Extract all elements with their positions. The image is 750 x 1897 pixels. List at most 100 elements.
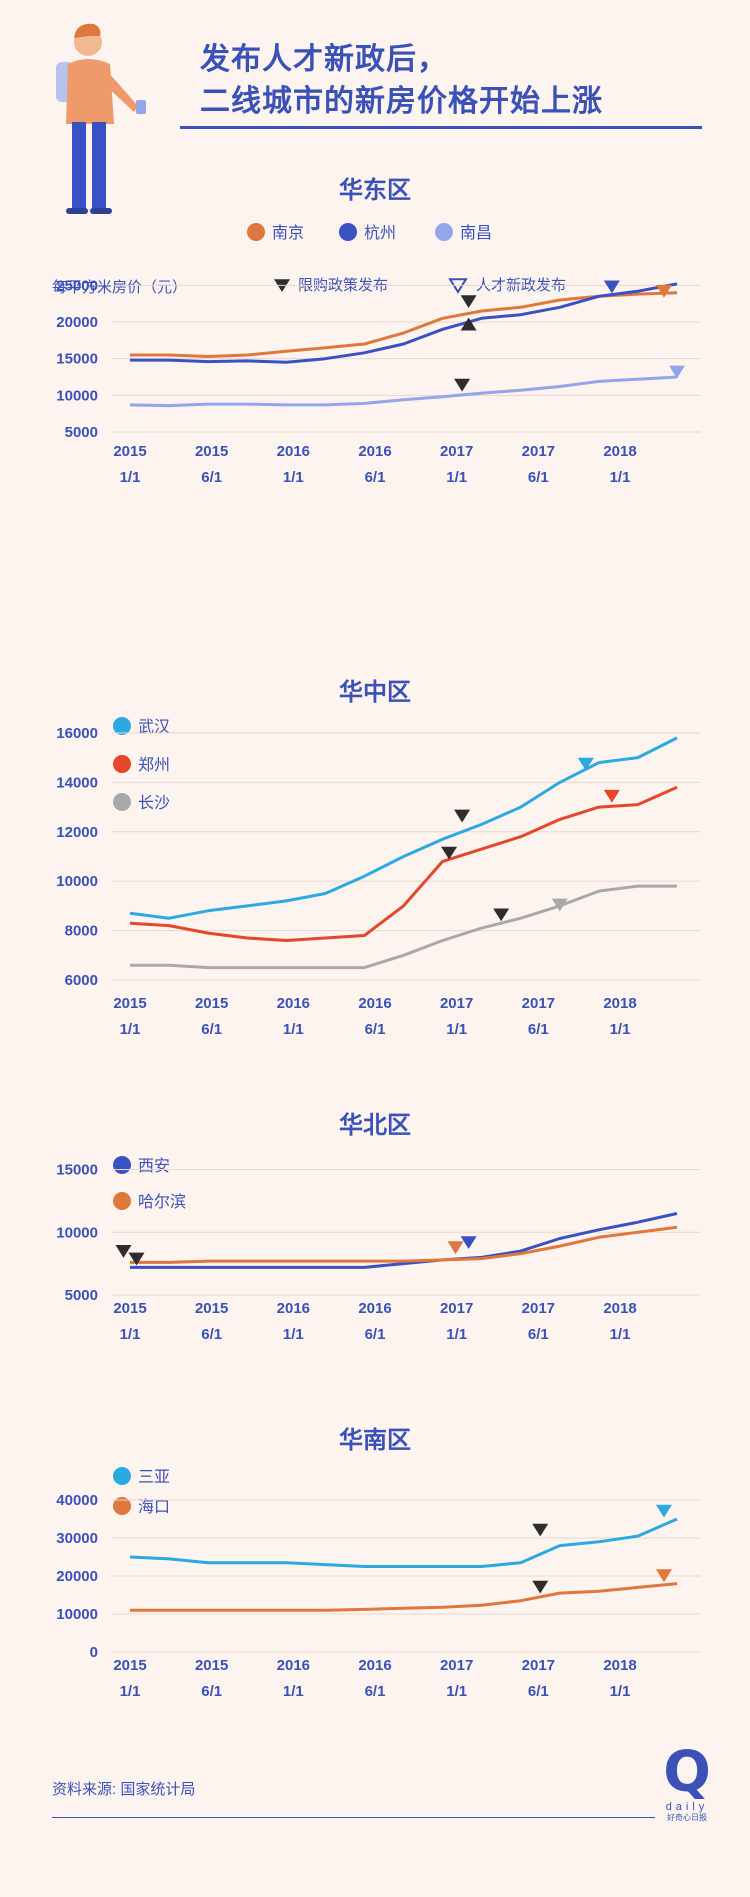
x-tick-label-date: 6/1 bbox=[201, 469, 222, 486]
torso-shape bbox=[66, 59, 114, 124]
talent-marker bbox=[577, 757, 594, 771]
x-tick-label-date: 6/1 bbox=[528, 1326, 549, 1343]
legend-swatch bbox=[113, 1192, 131, 1210]
restriction-marker bbox=[532, 1523, 549, 1537]
x-tick-label-year: 2016 bbox=[277, 443, 310, 460]
x-tick-label-date: 1/1 bbox=[283, 469, 304, 486]
x-tick-label-year: 2016 bbox=[277, 995, 310, 1012]
y-tick-label: 10000 bbox=[56, 1606, 98, 1623]
x-tick-label-date: 6/1 bbox=[528, 1683, 549, 1700]
phone-icon bbox=[136, 100, 146, 114]
legend-label: 南昌 bbox=[460, 224, 492, 242]
x-tick-label-date: 1/1 bbox=[446, 1326, 467, 1343]
x-tick-label-date: 1/1 bbox=[610, 1021, 631, 1038]
legend-label: 南京 bbox=[272, 224, 304, 242]
person-illustration bbox=[56, 23, 146, 214]
chart-south: 华南区 三亚 海口 0 10000 20000 30000 40000 2015 1/1 2015 6… bbox=[0, 1420, 750, 1720]
x-tick-label-date: 1/1 bbox=[120, 469, 141, 486]
x-tick-label-date: 6/1 bbox=[365, 1326, 386, 1343]
legend-swatch bbox=[113, 755, 131, 773]
arm-shape bbox=[104, 72, 138, 112]
source-note: 资料来源: 国家统计局 bbox=[52, 1781, 196, 1798]
y-tick-label: 12000 bbox=[56, 824, 98, 841]
legend-swatch bbox=[247, 223, 265, 241]
talent-marker bbox=[447, 1241, 464, 1255]
x-tick-label-date: 6/1 bbox=[201, 1021, 222, 1038]
y-tick-label: 5000 bbox=[65, 424, 98, 441]
legend-label: 郑州 bbox=[138, 756, 170, 774]
x-tick-label-date: 1/1 bbox=[610, 1683, 631, 1700]
chart-title: 华南区 bbox=[339, 1426, 411, 1454]
x-tick-label-date: 1/1 bbox=[120, 1683, 141, 1700]
x-tick-label-year: 2015 bbox=[113, 995, 146, 1012]
x-tick-label-year: 2016 bbox=[277, 1657, 310, 1674]
x-tick-label-date: 6/1 bbox=[201, 1326, 222, 1343]
x-tick-label-year: 2018 bbox=[603, 443, 636, 460]
x-tick-label-year: 2017 bbox=[440, 995, 473, 1012]
talent-marker bbox=[551, 898, 568, 912]
series-line bbox=[130, 1212, 678, 1269]
logo-word: daily bbox=[665, 1801, 709, 1813]
x-tick-label-date: 1/1 bbox=[446, 469, 467, 486]
series-line bbox=[129, 375, 678, 408]
x-tick-label-date: 1/1 bbox=[120, 1021, 141, 1038]
chart-central: 华中区 武汉 郑州 长沙 6000 8000 10000 12000 14000 16000 201… bbox=[0, 672, 750, 1052]
chart-east: 华东区 南京 杭州 南昌 每平方米房价（元） 限购政策发布 人才新政发布 5000 10000 1… bbox=[0, 170, 750, 650]
x-tick-label-year: 2018 bbox=[603, 1300, 636, 1317]
restriction-marker bbox=[454, 809, 471, 823]
talent-marker bbox=[655, 1504, 672, 1518]
x-tick-label-year: 2015 bbox=[113, 1300, 146, 1317]
series-line bbox=[130, 291, 678, 358]
y-tick-label: 20000 bbox=[56, 314, 98, 331]
x-tick-label-date: 1/1 bbox=[610, 469, 631, 486]
x-tick-label-date: 6/1 bbox=[528, 469, 549, 486]
legend-label: 长沙 bbox=[138, 794, 170, 812]
x-tick-label-year: 2017 bbox=[440, 1300, 473, 1317]
x-tick-label-date: 1/1 bbox=[446, 1021, 467, 1038]
x-tick-label-year: 2017 bbox=[440, 1657, 473, 1674]
hair-shape bbox=[74, 23, 101, 38]
y-tick-label: 20000 bbox=[56, 1568, 98, 1585]
legend-swatch bbox=[113, 1467, 131, 1485]
x-tick-label-year: 2016 bbox=[358, 443, 391, 460]
page-title-line2: 二线城市的新房价格开始上涨 bbox=[200, 85, 603, 118]
legend-label: 西安 bbox=[138, 1157, 170, 1175]
series-line bbox=[130, 1582, 678, 1612]
x-tick-label-year: 2016 bbox=[277, 1300, 310, 1317]
x-tick-label-year: 2018 bbox=[603, 1657, 636, 1674]
talent-marker bbox=[668, 365, 685, 379]
chart-title: 华东区 bbox=[339, 176, 411, 204]
bottom-divider bbox=[52, 1817, 655, 1818]
x-tick-label-date: 1/1 bbox=[120, 1326, 141, 1343]
y-tick-label: 16000 bbox=[56, 725, 98, 742]
x-tick-label-date: 6/1 bbox=[365, 1683, 386, 1700]
x-tick-label-date: 1/1 bbox=[283, 1683, 304, 1700]
restriction-marker bbox=[115, 1245, 132, 1258]
x-tick-label-year: 2015 bbox=[195, 443, 228, 460]
left-leg-shape bbox=[72, 122, 86, 210]
y-tick-label: 8000 bbox=[65, 923, 98, 940]
legend-swatch bbox=[339, 223, 357, 241]
legend-label: 杭州 bbox=[364, 224, 396, 242]
talent-marker bbox=[655, 1569, 672, 1583]
x-tick-label-date: 1/1 bbox=[446, 1683, 467, 1700]
x-tick-label-date: 1/1 bbox=[610, 1326, 631, 1343]
legend-swatch bbox=[113, 1156, 131, 1174]
restriction-marker bbox=[493, 908, 510, 922]
restriction-marker bbox=[460, 317, 477, 331]
series-line bbox=[130, 282, 678, 364]
legend-label: 三亚 bbox=[138, 1469, 170, 1486]
restriction-marker bbox=[454, 378, 471, 392]
series-line bbox=[130, 884, 677, 970]
y-tick-label: 14000 bbox=[56, 774, 98, 791]
talent-marker bbox=[655, 284, 672, 298]
x-tick-label-date: 1/1 bbox=[283, 1021, 304, 1038]
restriction-marker bbox=[532, 1580, 549, 1594]
y-tick-label: 6000 bbox=[65, 972, 98, 989]
restriction-marker bbox=[441, 846, 458, 860]
series-line bbox=[129, 785, 678, 942]
series-line bbox=[130, 1225, 678, 1264]
